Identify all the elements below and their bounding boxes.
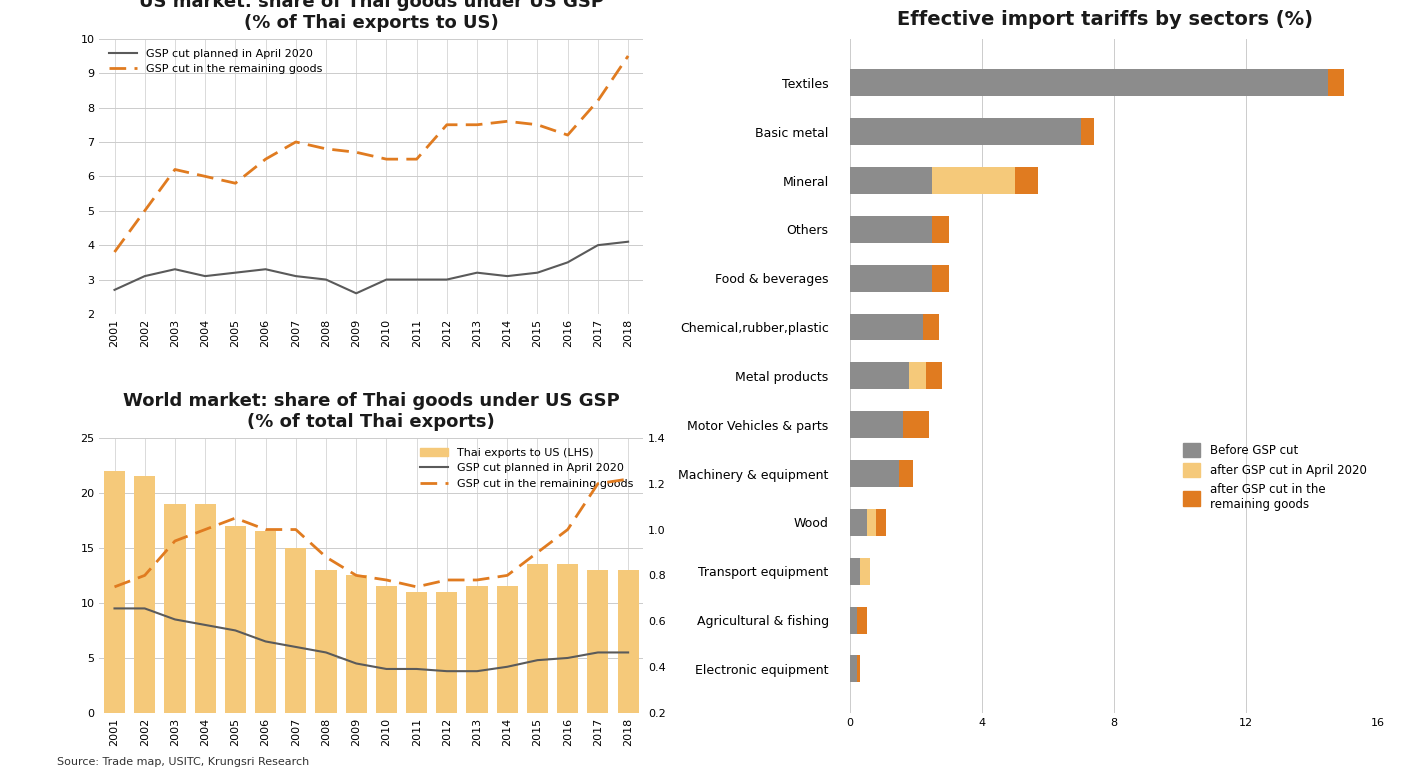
Bar [903, 412, 929, 438]
Bar [165, 504, 186, 713]
Bar [104, 471, 125, 713]
Bar [851, 119, 1081, 145]
Bar [851, 412, 903, 438]
Bar [315, 570, 337, 713]
Legend: Thai exports to US (LHS), GSP cut planned in April 2020, GSP cut in the remainin: Thai exports to US (LHS), GSP cut planne… [416, 443, 638, 494]
Bar [851, 509, 866, 536]
Bar [851, 460, 899, 487]
Bar [256, 532, 275, 713]
Bar [876, 509, 886, 536]
Bar [497, 587, 518, 713]
Bar [923, 314, 939, 340]
Bar [133, 477, 155, 713]
Title: Effective import tariffs by sectors (%): Effective import tariffs by sectors (%) [897, 10, 1314, 29]
Bar [467, 587, 487, 713]
Bar [195, 504, 216, 713]
Bar [1081, 119, 1093, 145]
Bar [866, 509, 876, 536]
Bar [933, 167, 1015, 194]
Bar [436, 592, 457, 713]
Title: World market: share of Thai goods under US GSP
(% of total Thai exports): World market: share of Thai goods under … [124, 392, 619, 431]
Bar [851, 167, 933, 194]
Bar [224, 526, 246, 713]
Bar [851, 656, 856, 682]
Bar [557, 564, 578, 713]
Bar [851, 558, 861, 584]
Bar [861, 558, 870, 584]
Bar [1015, 167, 1038, 194]
Bar [933, 265, 949, 291]
Bar [527, 564, 548, 713]
Bar [588, 570, 609, 713]
Legend: Before GSP cut, after GSP cut in April 2020, after GSP cut in the
remaining good: Before GSP cut, after GSP cut in April 2… [1179, 438, 1372, 516]
Text: Source: Trade map, USITC, Krungsri Research: Source: Trade map, USITC, Krungsri Resea… [57, 757, 310, 767]
Bar [933, 216, 949, 243]
Bar [851, 314, 923, 340]
Bar [1328, 70, 1345, 96]
Bar [345, 575, 366, 713]
Bar [856, 656, 861, 682]
Bar [909, 363, 926, 389]
Bar [851, 70, 1328, 96]
Bar [899, 460, 913, 487]
Bar [406, 592, 427, 713]
Bar [618, 570, 639, 713]
Bar [285, 548, 307, 713]
Title: US market: share of Thai goods under US GSP
(% of Thai exports to US): US market: share of Thai goods under US … [139, 0, 603, 32]
Bar [851, 265, 933, 291]
Bar [856, 607, 866, 633]
Legend: GSP cut planned in April 2020, GSP cut in the remaining goods: GSP cut planned in April 2020, GSP cut i… [105, 44, 327, 79]
Bar [851, 216, 933, 243]
Bar [851, 363, 909, 389]
Bar [376, 587, 398, 713]
Bar [851, 607, 856, 633]
Bar [926, 363, 943, 389]
